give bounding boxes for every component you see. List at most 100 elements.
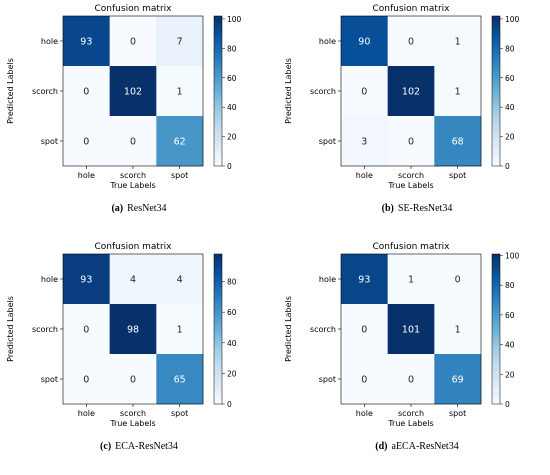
- x-tick-label: hole: [356, 171, 373, 180]
- heatmap-cell: [63, 354, 110, 405]
- y-tick-label: hole: [41, 37, 58, 46]
- colorbar: [213, 15, 223, 167]
- colorbar-tick-label: 0: [227, 162, 232, 171]
- cell-value: 0: [130, 375, 136, 386]
- heatmap-cell: [156, 354, 204, 405]
- colorbar-tick-label: 40: [227, 339, 237, 348]
- y-tick-label: hole: [319, 275, 336, 284]
- heatmap-cell: [387, 116, 435, 167]
- cell-value: 1: [177, 325, 183, 336]
- cell-value: 0: [361, 87, 367, 98]
- x-tick-label: spot: [171, 171, 188, 180]
- colorbar-tick-label: 20: [227, 133, 237, 142]
- heatmap-cell: [109, 254, 157, 305]
- cell-value: 1: [455, 37, 461, 48]
- colorbar-tick-label: 80: [227, 44, 237, 53]
- x-tick-label: scorch: [120, 171, 146, 180]
- heatmap-cell: [341, 116, 388, 167]
- cell-value: 1: [408, 275, 414, 286]
- heatmap-cell: [434, 116, 482, 167]
- heatmap-cell: [63, 16, 110, 67]
- cell-value: 0: [361, 325, 367, 336]
- panel-caption: (b) SE-ResNet34: [382, 203, 453, 214]
- colorbar-tick-label: 80: [227, 278, 237, 287]
- x-tick-label: hole: [78, 171, 95, 180]
- cell-value: 93: [80, 275, 92, 286]
- colorbar-tick-label: 20: [505, 370, 515, 379]
- y-tick-label: spot: [41, 137, 58, 146]
- cell-value: 1: [177, 87, 183, 98]
- caption-letter: (c): [100, 441, 111, 452]
- heatmap-cell: [387, 304, 435, 355]
- heatmap-cell: [434, 354, 482, 405]
- cell-value: 0: [83, 375, 89, 386]
- x-tick-label: hole: [356, 409, 373, 418]
- x-axis-label: True Labels: [109, 181, 155, 190]
- cell-value: 0: [83, 325, 89, 336]
- colorbar-tick-label: 60: [227, 74, 237, 83]
- x-axis-label: True Labels: [387, 419, 433, 428]
- heatmap-cell: [156, 116, 204, 167]
- y-axis-label: Predicted Labels: [6, 58, 15, 124]
- caption-letter: (b): [382, 203, 394, 214]
- colorbar-tick-label: 0: [227, 400, 232, 409]
- colorbar-tick-label: 80: [505, 281, 515, 290]
- heatmap-cell: [434, 304, 482, 355]
- heatmap-cell: [341, 304, 388, 355]
- colorbar-tick-label: 20: [505, 133, 515, 142]
- cell-value: 93: [80, 37, 92, 48]
- caption-text: ECA-ResNet34: [115, 441, 178, 452]
- x-axis-label: True Labels: [109, 419, 155, 428]
- caption-text: SE-ResNet34: [398, 203, 452, 214]
- heatmap-cell: [63, 304, 110, 355]
- cell-value: 0: [408, 137, 414, 148]
- y-tick-label: scorch: [310, 325, 336, 334]
- heatmap-cell: [434, 16, 482, 67]
- x-tick-label: spot: [449, 409, 466, 418]
- cell-value: 0: [455, 275, 461, 286]
- cell-value: 0: [408, 37, 414, 48]
- heatmap-cell: [63, 254, 110, 305]
- y-tick-label: hole: [41, 275, 58, 284]
- panel-caption: (d) aECA-ResNet34: [375, 441, 458, 452]
- heatmap-cell: [109, 16, 157, 67]
- cell-value: 4: [130, 275, 136, 286]
- heatmap-cell: [156, 304, 204, 355]
- panel-caption: (c) ECA-ResNet34: [100, 441, 178, 452]
- x-tick-label: spot: [449, 171, 466, 180]
- heatmap-cell: [387, 354, 435, 405]
- colorbar-tick-label: 40: [227, 103, 237, 112]
- heatmap-cell: [109, 66, 157, 117]
- colorbar-tick-label: 40: [505, 341, 515, 350]
- y-tick-label: spot: [319, 137, 336, 146]
- caption-text: ResNet34: [127, 203, 166, 214]
- cell-value: 69: [452, 375, 464, 386]
- chart-title: Confusion matrix: [95, 4, 173, 14]
- x-tick-label: hole: [78, 409, 95, 418]
- x-tick-label: scorch: [398, 171, 424, 180]
- colorbar-tick-label: 60: [505, 74, 515, 83]
- panel-caption: (a) ResNet34: [111, 203, 166, 214]
- y-axis-label: Predicted Labels: [284, 296, 293, 362]
- heatmap-cell: [109, 304, 157, 355]
- cell-value: 7: [177, 37, 183, 48]
- cell-value: 1: [455, 87, 461, 98]
- x-tick-label: scorch: [398, 409, 424, 418]
- y-tick-label: spot: [41, 375, 58, 384]
- cell-value: 0: [83, 87, 89, 98]
- heatmap-cell: [341, 354, 388, 405]
- cell-value: 0: [408, 375, 414, 386]
- cell-value: 90: [358, 37, 370, 48]
- colorbar-tick-label: 100: [505, 251, 520, 260]
- caption-letter: (d): [375, 441, 387, 452]
- heatmap-cell: [156, 66, 204, 117]
- heatmap-cell: [434, 66, 482, 117]
- chart-title: Confusion matrix: [373, 4, 451, 14]
- y-axis-label: Predicted Labels: [284, 58, 293, 124]
- y-tick-label: scorch: [310, 87, 336, 96]
- colorbar-tick-label: 60: [505, 311, 515, 320]
- colorbar-tick-label: 0: [505, 162, 510, 171]
- cell-value: 3: [361, 137, 367, 148]
- heatmap-cell: [341, 16, 388, 67]
